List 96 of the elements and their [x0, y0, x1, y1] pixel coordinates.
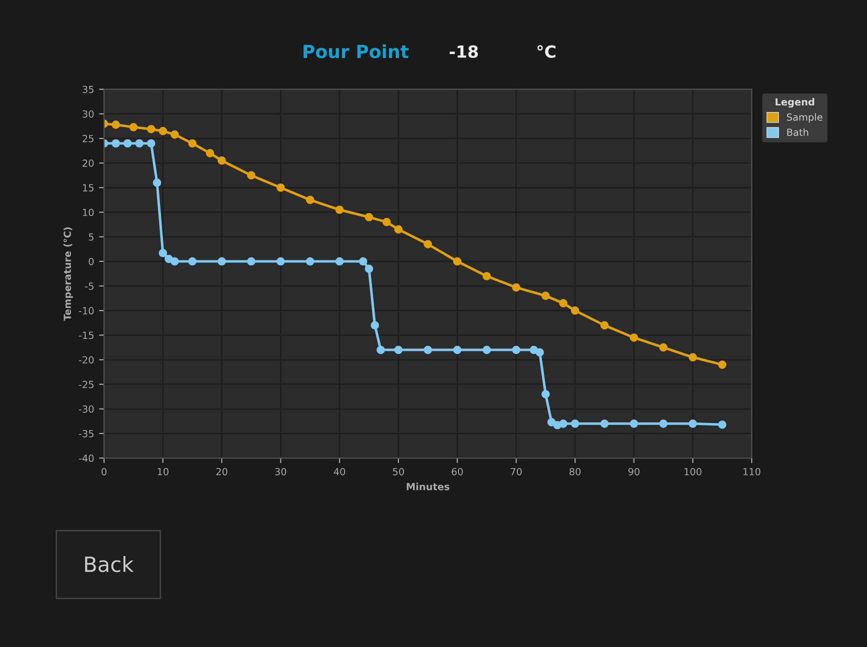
point — [146, 139, 156, 148]
point — [335, 257, 344, 266]
y-tick-label: -15 — [78, 332, 94, 339]
chart-title: Pour Point — [304, 44, 409, 58]
y-tick-label: -40 — [78, 454, 94, 462]
point — [158, 248, 168, 258]
point — [188, 139, 197, 148]
legend-label: Sample — [787, 113, 822, 123]
point — [512, 346, 520, 354]
y-tick-label: -30 — [78, 405, 94, 413]
point — [218, 156, 226, 165]
point — [424, 240, 432, 248]
x-tick-label: 20 — [216, 468, 228, 476]
point — [170, 130, 179, 139]
point — [630, 419, 638, 428]
point — [152, 178, 162, 187]
point — [129, 122, 138, 132]
point — [559, 419, 568, 428]
point — [394, 225, 403, 234]
text: °C — [537, 45, 556, 58]
point — [541, 390, 550, 398]
x-tick-label: 110 — [743, 468, 760, 476]
x-tick-label: 90 — [628, 468, 640, 476]
y-tick-label: -35 — [78, 430, 94, 438]
point — [512, 283, 520, 292]
point — [306, 257, 314, 266]
point — [394, 346, 403, 354]
point — [718, 420, 726, 429]
x-tick-label: 50 — [392, 468, 404, 476]
point — [276, 257, 285, 266]
x-tick-label: 10 — [158, 468, 168, 476]
point — [630, 333, 638, 342]
point — [547, 418, 556, 426]
point — [135, 139, 144, 148]
y-tick-label: 20 — [82, 160, 94, 167]
point — [376, 346, 385, 354]
y-tick-label: 5 — [88, 233, 94, 241]
point — [382, 218, 391, 226]
y-tick-label: 25 — [82, 134, 94, 142]
y-tick-label: 35 — [82, 86, 94, 94]
point — [482, 272, 491, 280]
point — [570, 419, 580, 428]
point — [370, 321, 380, 330]
point — [276, 183, 285, 192]
point — [306, 196, 314, 204]
point — [247, 171, 256, 180]
point — [424, 346, 432, 354]
point — [453, 346, 462, 354]
point — [123, 139, 132, 148]
point — [364, 264, 374, 273]
x-tick-label: 60 — [452, 468, 463, 476]
point — [718, 360, 726, 369]
point — [146, 124, 156, 134]
x-tick-label: 40 — [334, 468, 346, 476]
point — [335, 206, 344, 214]
legend-title: Legend — [776, 98, 814, 108]
legend-label: Bath — [787, 128, 808, 136]
y-axis-title: Temperature (°C) — [63, 227, 73, 321]
point — [206, 149, 214, 158]
point — [541, 292, 550, 300]
x-tick-label: 0 — [102, 468, 106, 476]
point — [659, 343, 668, 352]
point — [218, 257, 226, 266]
y-tick-label: -25 — [78, 380, 94, 388]
y-tick-label: 10 — [83, 208, 94, 216]
point — [482, 346, 491, 354]
y-tick-label: 15 — [83, 184, 94, 192]
point — [112, 139, 120, 148]
x-tick-label: 70 — [510, 468, 522, 476]
x-tick-label: 80 — [570, 468, 581, 476]
text: -18 — [450, 45, 478, 58]
y-tick-label: 0 — [88, 258, 94, 266]
point — [188, 257, 197, 266]
text: Back — [85, 556, 134, 572]
point — [559, 299, 568, 308]
point — [170, 257, 179, 266]
point — [688, 353, 697, 362]
point — [536, 348, 544, 357]
point — [358, 257, 368, 266]
x-axis-title: Minutes — [406, 482, 450, 490]
y-tick-label: -20 — [78, 356, 94, 364]
y-tick-label: 30 — [82, 110, 94, 118]
y-tick-label: -10 — [78, 307, 94, 314]
point — [158, 126, 168, 136]
point — [600, 419, 609, 428]
point — [600, 321, 609, 330]
x-tick-label: 30 — [275, 468, 286, 476]
point — [247, 257, 256, 266]
point — [659, 419, 668, 428]
x-tick-label: 100 — [684, 468, 702, 476]
point — [453, 257, 462, 266]
point — [112, 120, 120, 129]
y-tick-label: -5 — [85, 282, 94, 290]
point — [688, 419, 697, 428]
point — [570, 306, 580, 315]
point — [364, 212, 374, 222]
